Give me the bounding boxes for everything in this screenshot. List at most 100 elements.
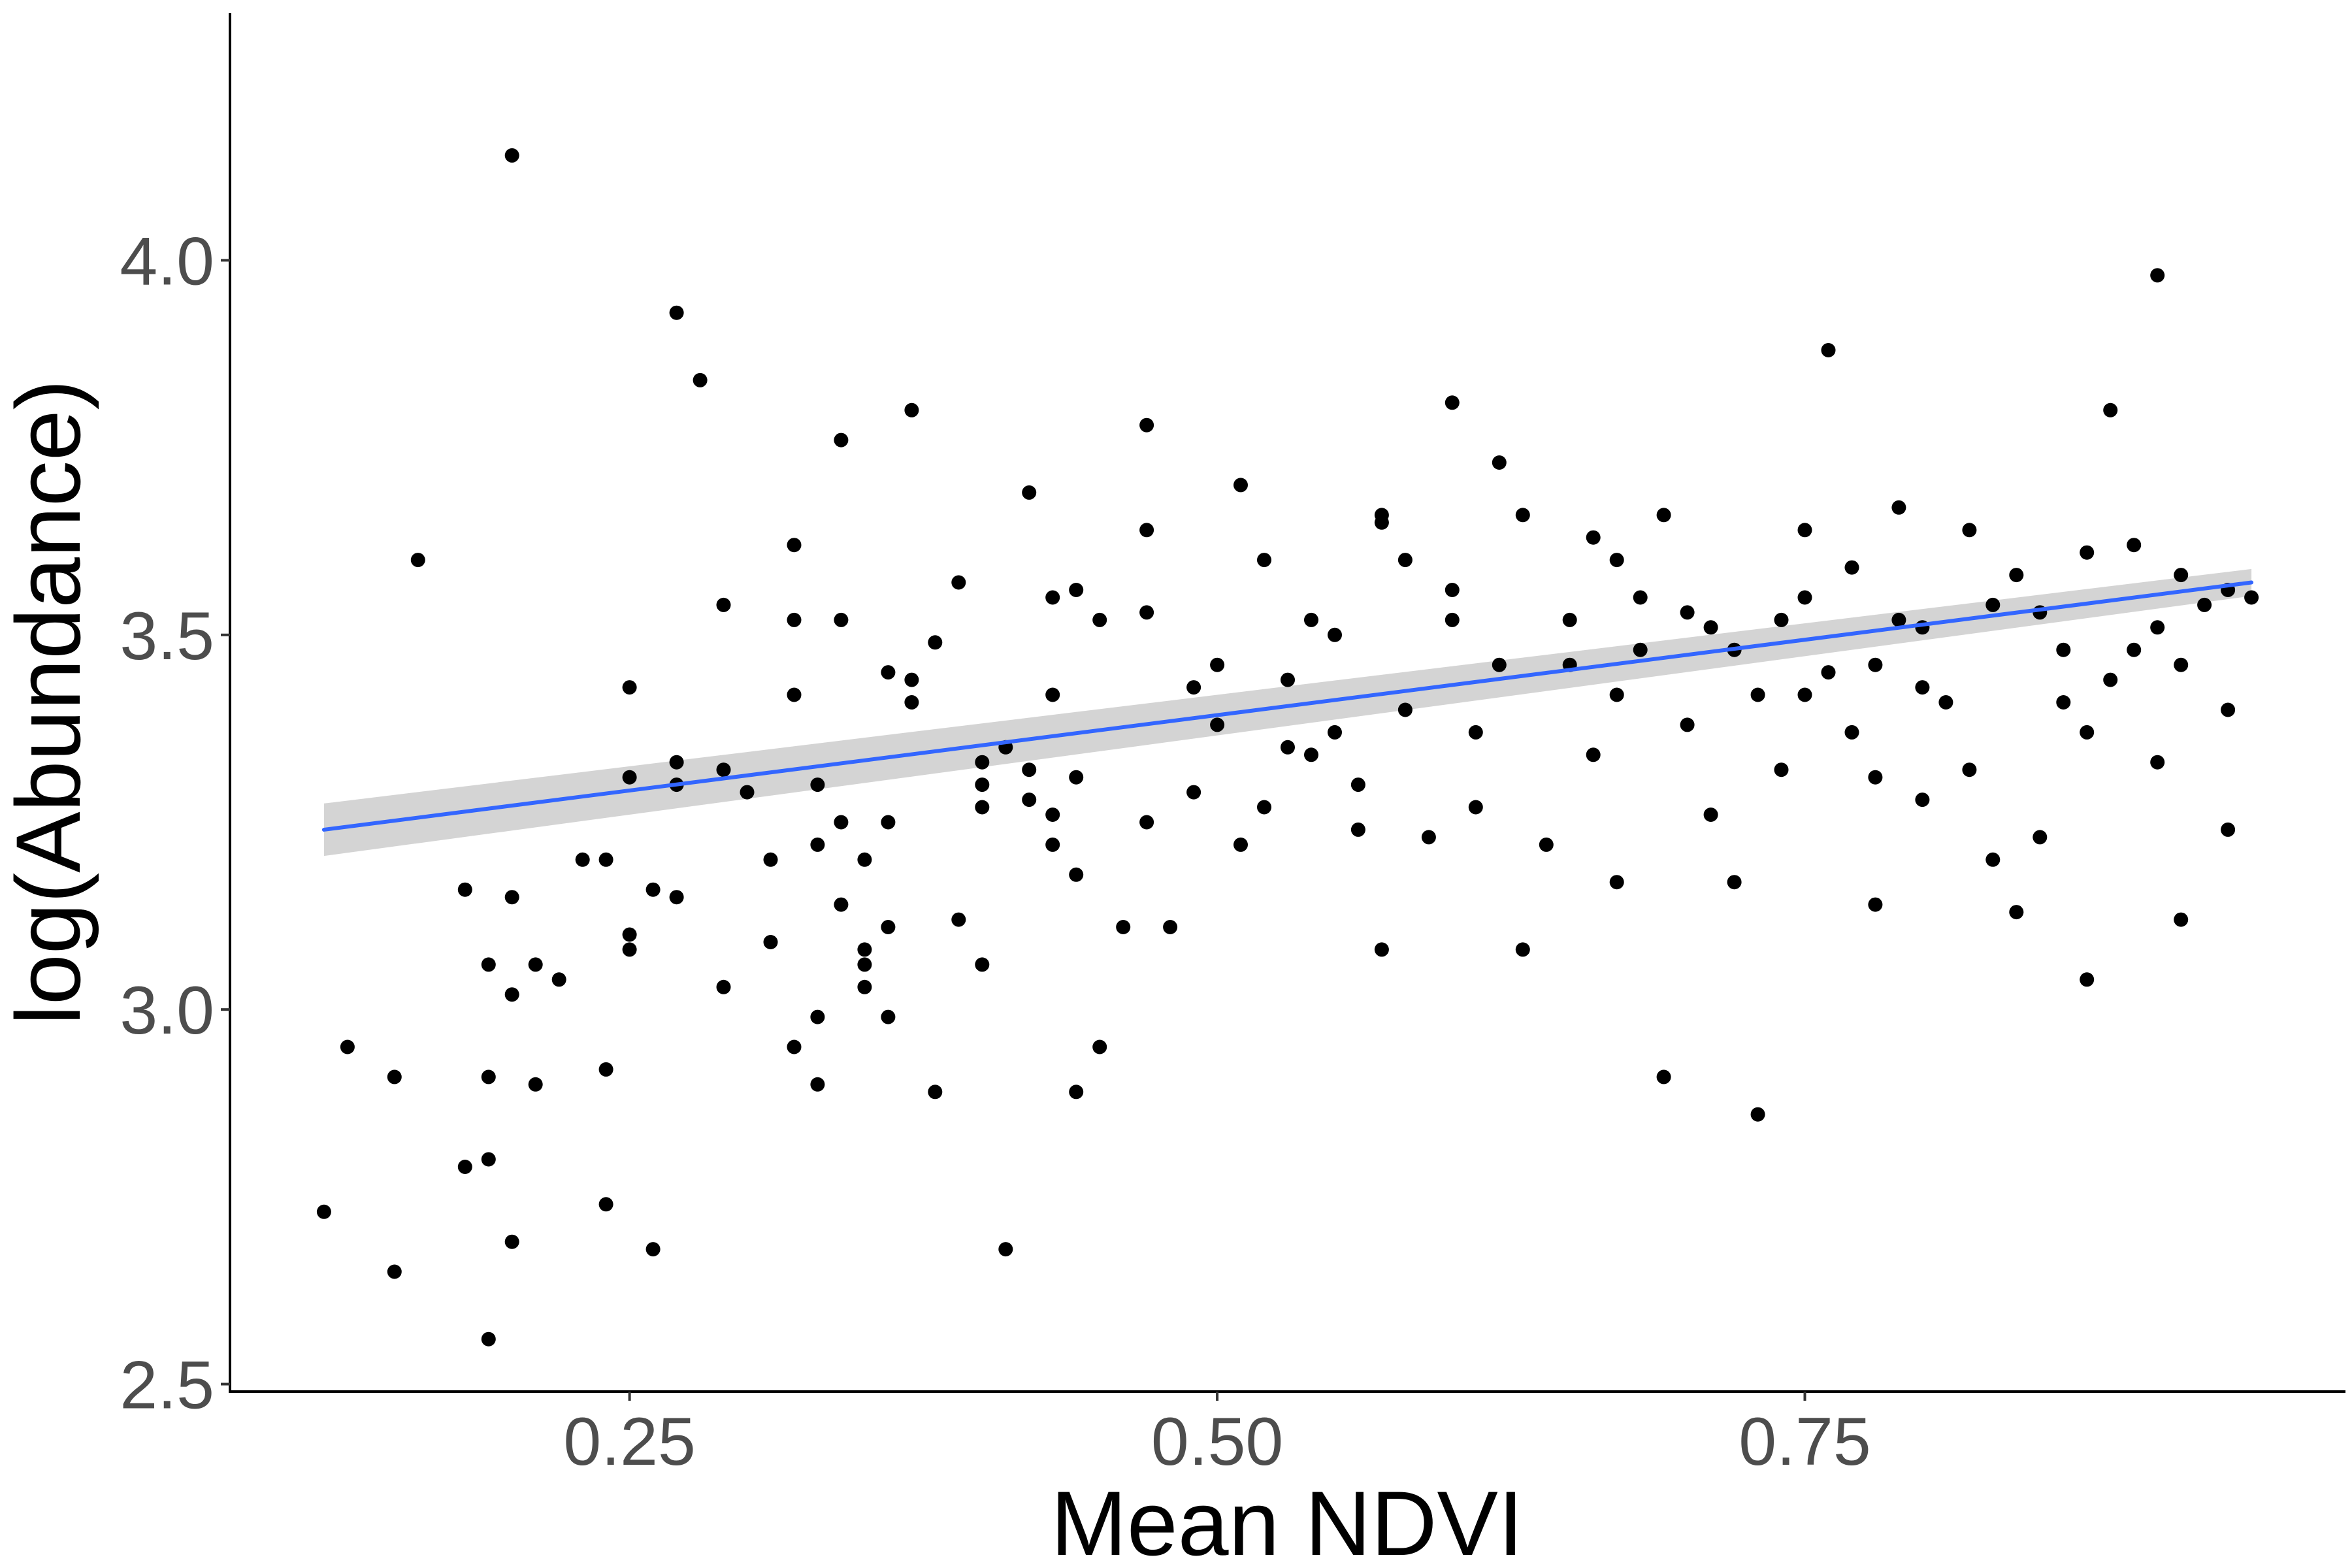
- data-point: [504, 148, 519, 163]
- x-tick-label: 0.50: [1151, 1404, 1283, 1480]
- data-point: [1609, 687, 1624, 702]
- data-point: [2080, 972, 2095, 987]
- data-point: [528, 1077, 543, 1092]
- data-point: [1069, 583, 1084, 597]
- data-point: [1304, 612, 1318, 627]
- data-point: [1962, 523, 1977, 538]
- data-point: [1374, 942, 1389, 957]
- data-point: [2009, 568, 2024, 583]
- data-point: [1022, 762, 1037, 777]
- data-point: [2174, 568, 2189, 583]
- data-point: [763, 935, 778, 949]
- data-point: [951, 575, 966, 590]
- confidence-band: [323, 568, 2252, 857]
- data-point: [1938, 695, 1953, 710]
- data-point: [1281, 672, 1295, 687]
- data-point: [528, 957, 543, 972]
- data-point: [1962, 762, 1977, 777]
- data-point: [1985, 597, 2001, 612]
- data-point: [1656, 508, 1671, 523]
- data-point: [1328, 725, 1342, 740]
- data-point: [1092, 612, 1107, 627]
- data-point: [904, 695, 919, 710]
- data-point: [928, 1085, 943, 1100]
- data-point: [1680, 717, 1695, 732]
- data-point: [1492, 455, 1507, 470]
- data-point: [340, 1039, 355, 1054]
- y-tick-label: 2.5: [120, 1348, 214, 1424]
- data-point: [2150, 620, 2165, 635]
- data-point: [1445, 395, 1460, 410]
- data-point: [598, 1197, 613, 1212]
- data-point: [387, 1264, 402, 1279]
- data-point: [1421, 830, 1436, 845]
- data-point: [1703, 620, 1718, 635]
- data-point: [1233, 478, 1248, 493]
- data-point: [1210, 657, 1225, 672]
- data-point: [1350, 822, 1365, 837]
- data-point: [2080, 545, 2095, 560]
- data-point: [716, 979, 731, 994]
- data-point: [1821, 343, 1836, 357]
- y-ticks-layer: 2.5 3.0 3.5 4.0: [120, 223, 230, 1424]
- data-point: [857, 942, 872, 957]
- data-point: [645, 882, 661, 897]
- y-tick-label: 3.0: [120, 973, 214, 1049]
- data-point: [1022, 792, 1037, 808]
- data-point: [1515, 508, 1530, 523]
- data-point: [763, 852, 778, 867]
- data-point: [975, 800, 990, 815]
- data-point: [2103, 672, 2118, 687]
- data-point: [693, 372, 708, 387]
- data-point: [669, 305, 684, 320]
- data-point: [551, 972, 566, 987]
- data-point: [810, 1077, 825, 1092]
- data-point: [1774, 612, 1789, 627]
- data-point: [2127, 538, 2142, 553]
- data-point: [975, 755, 990, 770]
- x-ticks-layer: 0.25 0.50 0.75: [563, 1392, 1871, 1480]
- data-point: [1045, 837, 1060, 852]
- data-point: [1844, 725, 1859, 740]
- data-point: [481, 1152, 496, 1167]
- data-point: [1680, 605, 1695, 620]
- data-point: [1045, 687, 1060, 702]
- data-point: [787, 1039, 802, 1054]
- data-point: [1774, 762, 1789, 777]
- data-point: [1891, 500, 1906, 515]
- data-point: [1515, 942, 1530, 957]
- y-tick-label: 3.5: [120, 598, 214, 674]
- data-point: [2197, 597, 2212, 612]
- data-point: [1210, 717, 1225, 732]
- data-point: [1163, 920, 1178, 934]
- data-point: [904, 402, 919, 417]
- data-point: [904, 672, 919, 687]
- data-point: [598, 852, 613, 867]
- data-point: [1915, 680, 1930, 695]
- data-point: [457, 1160, 472, 1174]
- data-point: [1069, 1085, 1084, 1100]
- y-tick-label: 4.0: [120, 223, 214, 299]
- data-point: [928, 635, 943, 650]
- data-point: [1374, 515, 1389, 530]
- data-point: [2221, 822, 2236, 837]
- x-tick-label: 0.25: [563, 1404, 695, 1480]
- data-point: [740, 785, 755, 800]
- data-point: [1985, 852, 2001, 867]
- data-point: [810, 1009, 825, 1024]
- data-point: [787, 612, 802, 627]
- data-point: [1233, 837, 1248, 852]
- data-point: [1797, 687, 1812, 702]
- data-point: [1868, 657, 1883, 672]
- data-point: [1069, 770, 1084, 785]
- data-point: [504, 1234, 519, 1249]
- data-point: [1562, 612, 1577, 627]
- data-point: [834, 612, 849, 627]
- data-point: [1727, 875, 1742, 890]
- data-point: [975, 957, 990, 972]
- data-point: [1797, 523, 1812, 538]
- data-point: [810, 777, 825, 792]
- data-point: [1397, 553, 1413, 568]
- data-point: [1656, 1070, 1671, 1085]
